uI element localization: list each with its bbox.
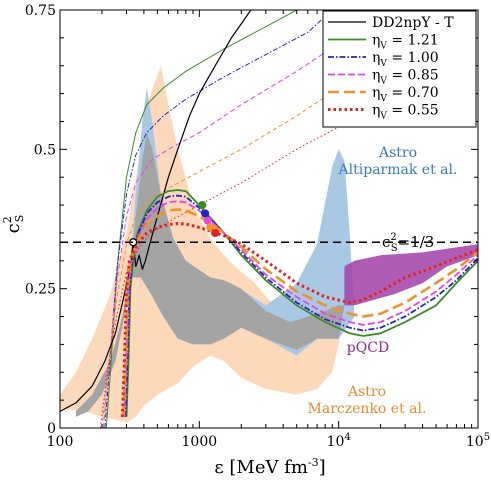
astro-altiparmak-label-1: Astro — [378, 145, 417, 161]
y-tick-label-2: 0.5 — [34, 142, 56, 158]
x-tick-label-0: 100 — [47, 434, 74, 450]
y-axis-ticks: 0 0.25 0.5 0.75 — [25, 3, 478, 437]
bands-layer — [60, 65, 478, 423]
thin-line-2 — [102, 20, 381, 428]
marker-4 — [206, 223, 215, 232]
markers-layer — [129, 200, 220, 247]
legend-label-4: ηV = 0.70 — [372, 85, 439, 104]
legend-label-3: ηV = 0.85 — [372, 68, 439, 87]
x-axis-label: ε [MeV fm-3] — [214, 456, 325, 478]
series-line-5 — [120, 222, 478, 417]
marczenko-band — [60, 65, 345, 423]
thin-line-1 — [104, 10, 333, 428]
marker-5 — [211, 228, 220, 238]
legend-label-1: ηV = 1.21 — [372, 33, 439, 52]
legend-label-5: ηV = 0.55 — [372, 103, 439, 122]
marker-3 — [203, 216, 212, 225]
x-tick-label-3: 105 — [466, 432, 490, 450]
x-tick-label-1: 1000 — [182, 434, 218, 450]
altiparmak-band — [130, 88, 355, 356]
pqcd-band — [344, 244, 478, 306]
conformal-label: c2 S=1/3 — [382, 232, 434, 254]
series-line-0 — [60, 10, 252, 412]
astro-marczenko-label-1: Astro — [347, 384, 386, 400]
legend-label-0: DD2npY - T — [372, 15, 454, 31]
y-tick-label-1: 0.25 — [25, 282, 56, 298]
x-tick-label-2: 104 — [327, 432, 351, 450]
pqcd-label: pQCD — [347, 340, 389, 356]
legend-label-2: ηV = 1.00 — [372, 50, 439, 69]
marker-2 — [201, 209, 210, 218]
y-tick-label-3: 0.75 — [25, 3, 56, 19]
overlap-band — [75, 132, 345, 417]
y-axis-label: c2S — [1, 215, 26, 234]
astro-marczenko-label-2: Marczenko et al. — [308, 401, 427, 417]
plot-frame — [59, 9, 479, 429]
marker-1 — [198, 200, 207, 210]
astro-altiparmak-label-2: Altiparmak et al. — [338, 162, 458, 178]
y-tick-label-0: 0 — [47, 421, 56, 437]
legend-box — [322, 10, 477, 128]
